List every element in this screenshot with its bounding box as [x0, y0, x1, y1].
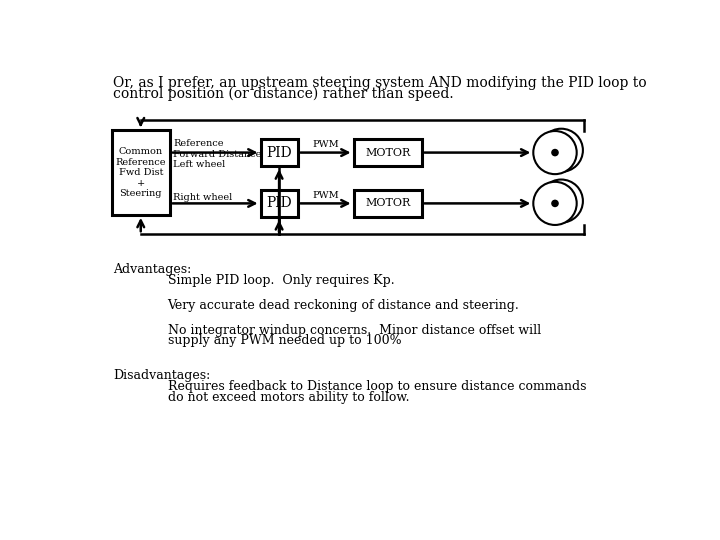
Circle shape	[534, 131, 577, 174]
Bar	[354, 190, 422, 217]
Text: PID: PID	[266, 146, 292, 160]
Text: Common
Reference
Fwd Dist
+
Steering: Common Reference Fwd Dist + Steering	[115, 147, 166, 198]
Text: PWM: PWM	[312, 140, 339, 149]
Bar	[261, 190, 297, 217]
Text: control position (or distance) rather than speed.: control position (or distance) rather th…	[113, 86, 454, 101]
Text: Disadvantages:: Disadvantages:	[113, 369, 210, 382]
Text: No integrator windup concerns.  Minor distance offset will: No integrator windup concerns. Minor dis…	[168, 323, 541, 336]
Circle shape	[534, 182, 577, 225]
Text: Advantages:: Advantages:	[113, 264, 192, 276]
Text: do not exceed motors ability to follow.: do not exceed motors ability to follow.	[168, 390, 409, 403]
Circle shape	[539, 129, 583, 172]
Text: MOTOR: MOTOR	[365, 147, 410, 158]
Text: MOTOR: MOTOR	[365, 198, 410, 208]
Text: Reference
Forward Distance
Left wheel: Reference Forward Distance Left wheel	[173, 139, 261, 170]
Text: PID: PID	[266, 197, 292, 211]
Text: Simple PID loop.  Only requires Kp.: Simple PID loop. Only requires Kp.	[168, 274, 394, 287]
Bar	[261, 139, 297, 166]
Text: Requires feedback to Distance loop to ensure distance commands: Requires feedback to Distance loop to en…	[168, 380, 586, 393]
Bar	[354, 139, 422, 166]
Text: Or, as I prefer, an upstream steering system AND modifying the PID loop to: Or, as I prefer, an upstream steering sy…	[113, 76, 647, 90]
Bar	[112, 130, 170, 215]
Text: Very accurate dead reckoning of distance and steering.: Very accurate dead reckoning of distance…	[168, 299, 519, 312]
Circle shape	[552, 150, 558, 156]
Text: supply any PWM needed up to 100%: supply any PWM needed up to 100%	[168, 334, 401, 347]
Circle shape	[539, 179, 583, 222]
Circle shape	[552, 200, 558, 206]
Text: Right wheel: Right wheel	[173, 193, 232, 201]
Text: PWM: PWM	[312, 191, 339, 200]
